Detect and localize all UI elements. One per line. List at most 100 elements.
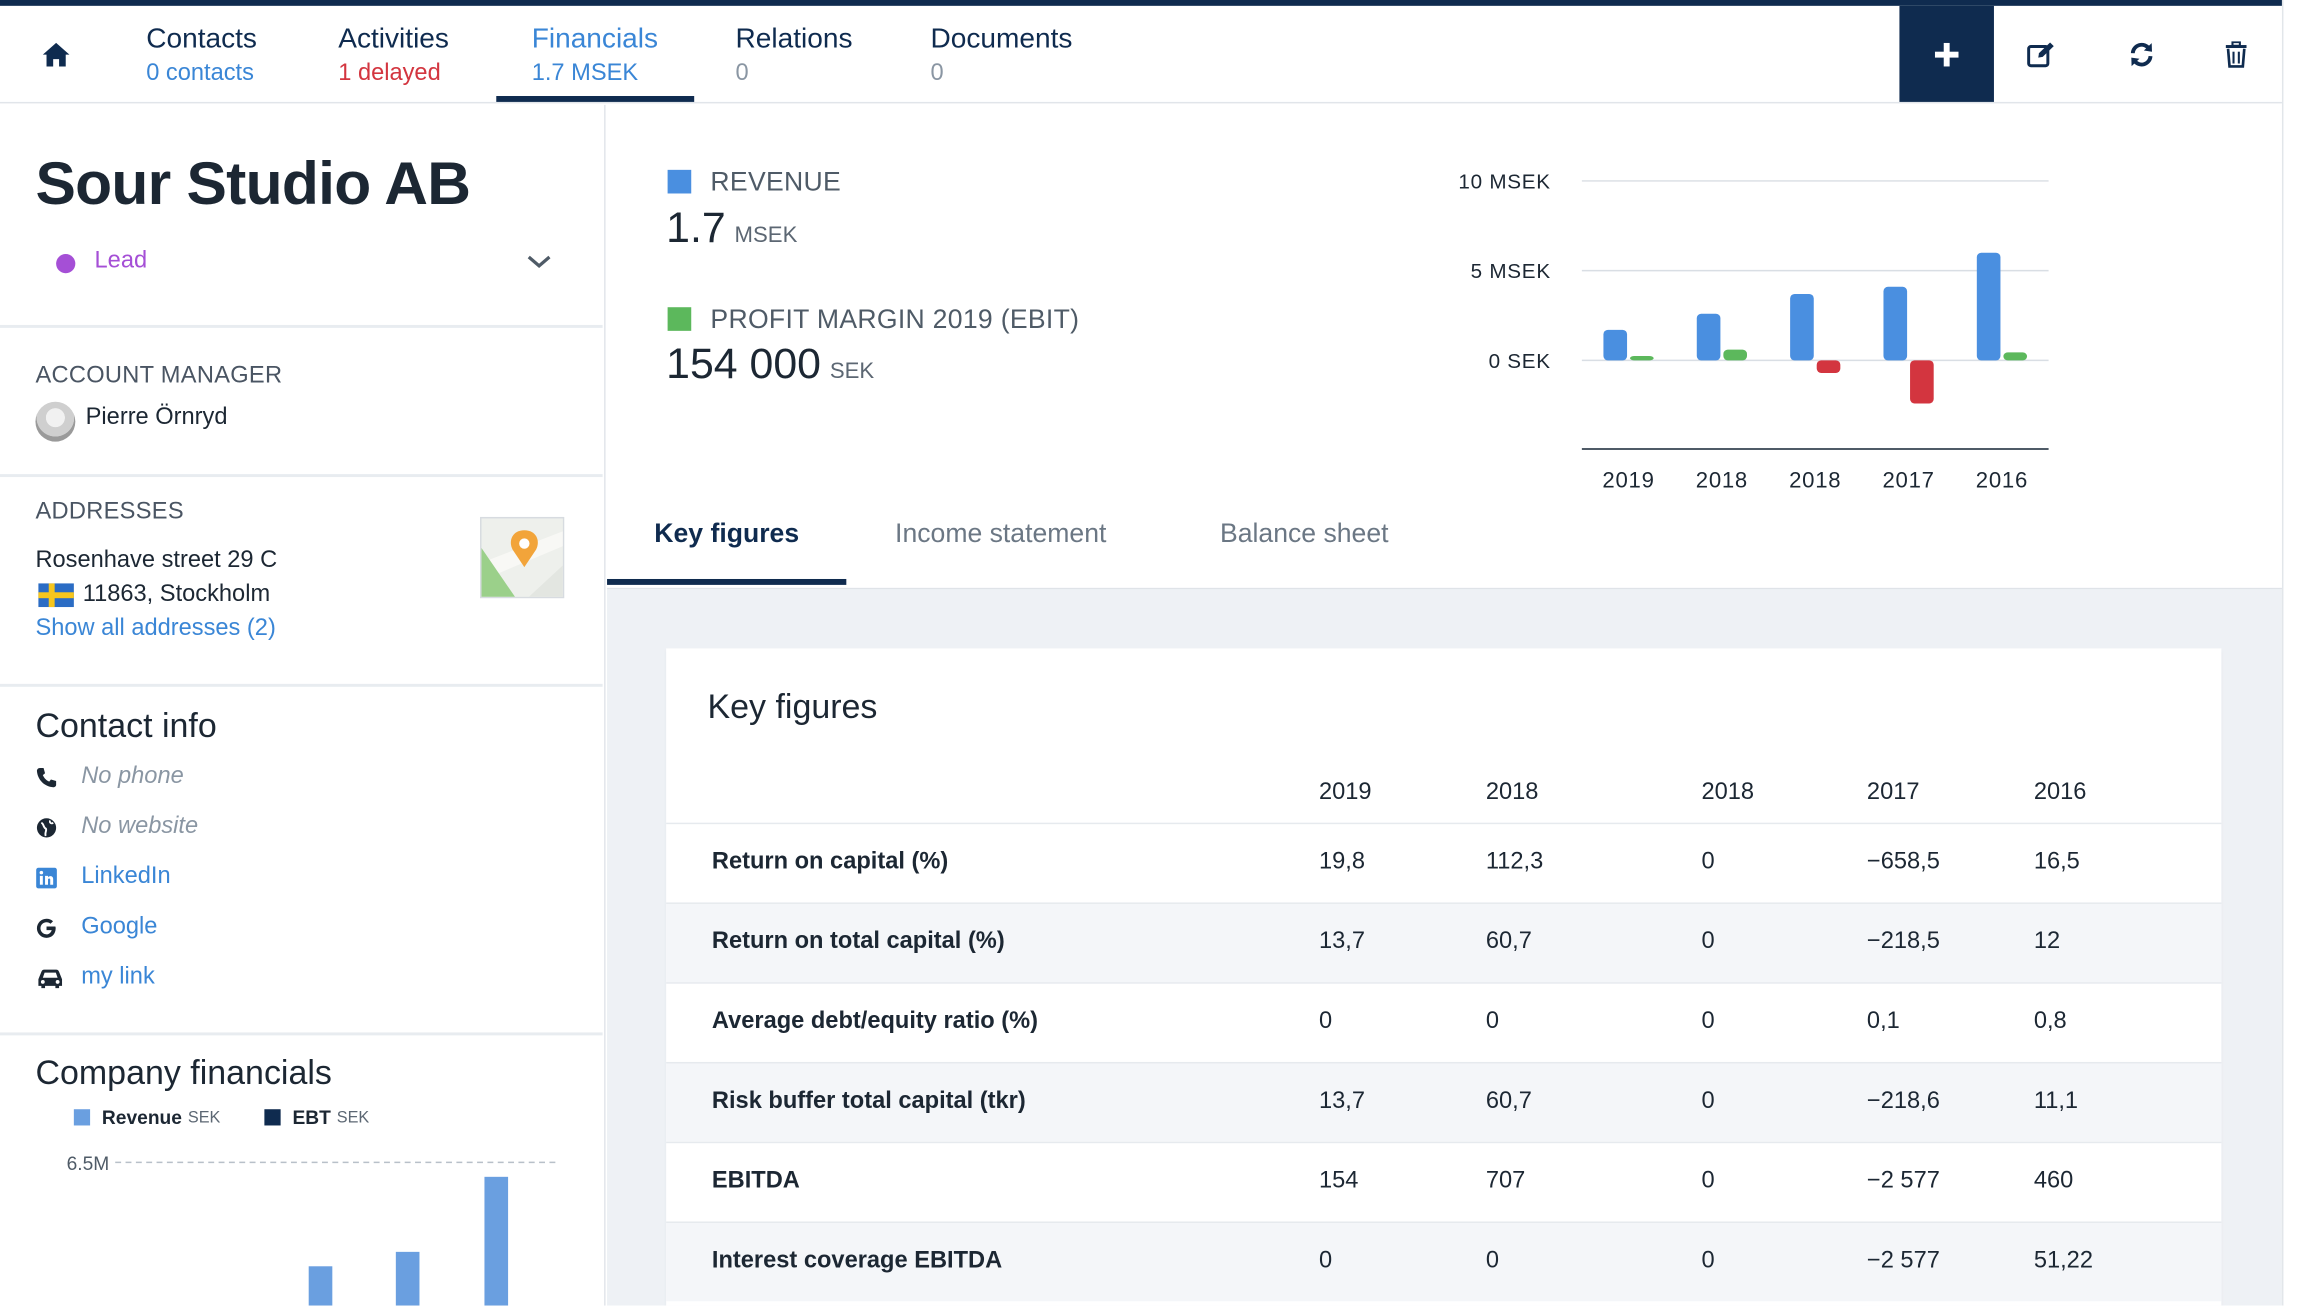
row-label: Return on capital (%): [711, 849, 949, 875]
sweden-flag-icon: [38, 583, 74, 608]
addresses-section: ADDRESSES: [0, 477, 603, 687]
tab-documents-count: 0: [930, 60, 944, 86]
phone-icon: [36, 767, 57, 787]
table-cell: −2 577: [1866, 1168, 1940, 1194]
status-label: Lead: [94, 248, 148, 274]
tab-contacts-count: 0 contacts: [146, 60, 254, 86]
map-thumbnail[interactable]: [480, 516, 565, 599]
revenue-bar: [1883, 286, 1908, 361]
show-all-addresses-link[interactable]: Show all addresses (2): [35, 615, 276, 642]
column-header: 2016: [2033, 779, 2087, 805]
scrollbar-track[interactable]: [2281, 0, 2316, 1306]
row-label: EBITDA: [711, 1168, 800, 1194]
home-icon: [42, 42, 70, 67]
table-row: Return on total capital (%) 13,7 60,7 0 −218…: [666, 902, 2222, 983]
table-cell: 0,8: [2033, 1008, 2067, 1034]
profit-margin-value: 154 000 SEK: [666, 341, 874, 390]
tab-documents[interactable]: Documents 0: [931, 6, 1073, 103]
addresses-label: ADDRESSES: [35, 499, 184, 525]
contact-phone-row: No phone: [35, 761, 184, 793]
edit-button[interactable]: [1994, 6, 2089, 102]
table-cell: 0: [1701, 1008, 1715, 1034]
table-cell: 0: [1701, 929, 1715, 955]
x-tick-label: 2019: [1602, 467, 1654, 492]
contact-phone-text: No phone: [81, 763, 184, 789]
contact-google-row[interactable]: Google: [35, 911, 157, 943]
refresh-button[interactable]: [2094, 6, 2189, 102]
revenue-bar: [484, 1176, 509, 1306]
delete-button[interactable]: [2189, 6, 2284, 102]
profit-margin-unit: SEK: [829, 358, 875, 385]
column-header: 2018: [1485, 779, 1539, 805]
margin-swatch: [667, 307, 692, 331]
tab-financials[interactable]: Financials 1.7 MSEK: [532, 6, 658, 103]
contact-custom-link-row[interactable]: my link: [35, 962, 155, 994]
account-manager-label: ACCOUNT MANAGER: [35, 363, 283, 389]
table-cell: −658,5: [1866, 849, 1940, 875]
company-sidebar: Sour Studio AB Lead ACCOUNT MANAGER Pier…: [0, 104, 606, 1306]
top-navigation-bar: Contacts 0 contacts Activities 1 delayed…: [0, 5, 2284, 104]
legend-ebt-unit: SEK: [336, 1108, 370, 1127]
financial-tab-indicator: [607, 578, 847, 585]
table-cell: 16,5: [2033, 849, 2080, 875]
table-row: Interest coverage EBITDA 0 0 0 −2 577 51,22: [666, 1221, 2222, 1302]
plus-icon: [1934, 42, 1959, 66]
x-tick-label: 2017: [1882, 467, 1934, 492]
profit-bar: [1723, 349, 1747, 361]
contact-google-link[interactable]: Google: [81, 914, 158, 940]
table-cell: 154: [1318, 1168, 1359, 1194]
profit-margin-label: PROFIT MARGIN 2019 (EBIT): [710, 304, 1080, 334]
company-name: Sour Studio AB: [35, 149, 471, 218]
table-cell: 0: [1485, 1008, 1500, 1034]
chevron-down-icon[interactable]: [524, 250, 554, 274]
table-cell: 11,1: [2033, 1088, 2079, 1114]
y-tick-label: 5 MSEK: [1471, 260, 1551, 283]
column-header: 2017: [1866, 779, 1920, 805]
table-row: Risk buffer total capital (tkr) 13,7 60,7 0…: [666, 1061, 2222, 1142]
address-city: 11863, Stockholm: [82, 581, 271, 608]
revenue-bar: [1790, 293, 1814, 361]
y-tick-label: 10 MSEK: [1458, 170, 1550, 193]
contact-my-link[interactable]: my link: [81, 964, 155, 990]
contact-linkedin-link[interactable]: LinkedIn: [81, 864, 171, 890]
edit-icon: [2027, 41, 2054, 67]
table-cell: 13,7: [1318, 1088, 1365, 1114]
contact-linkedin-row[interactable]: LinkedIn: [35, 861, 171, 893]
address-street: Rosenhave street 29 C: [35, 547, 278, 574]
tab-income-statement[interactable]: Income statement: [895, 518, 1107, 548]
tab-relations[interactable]: Relations 0: [736, 6, 853, 103]
legend-ebt: EBT SEK: [264, 1106, 369, 1128]
top-accent-line: [0, 0, 2282, 6]
table-row: EBITDA 154 707 0 −2 577 460: [666, 1141, 2222, 1222]
tab-relations-label: Relations: [735, 23, 853, 55]
avatar[interactable]: [35, 401, 76, 442]
status-dot: [56, 254, 76, 274]
revenue-profit-chart: 10 MSEK 5 MSEK 0 SEK 2019 2018 2018 2017 2016: [1458, 170, 2049, 492]
account-manager-section: ACCOUNT MANAGER: [0, 328, 603, 478]
tab-activities[interactable]: Activities 1 delayed: [338, 6, 449, 103]
x-tick-label: 2018: [1789, 467, 1841, 492]
revenue-bar: [1696, 313, 1721, 361]
map-pin-icon: [481, 518, 563, 597]
tab-key-figures[interactable]: Key figures: [654, 518, 800, 548]
linkedin-icon: [36, 866, 57, 888]
account-manager-name[interactable]: Pierre Örnryd: [85, 404, 228, 430]
table-cell: 19,8: [1318, 849, 1365, 875]
tab-balance-sheet[interactable]: Balance sheet: [1220, 518, 1389, 548]
table-cell: −2 577: [1866, 1248, 1940, 1274]
column-header: 2018: [1701, 779, 1755, 805]
home-button[interactable]: [32, 35, 79, 73]
revenue-bar: [395, 1251, 420, 1306]
profit-margin-amount: 154 000: [666, 341, 821, 389]
x-tick-label: 2018: [1696, 467, 1748, 492]
active-tab-indicator: [496, 96, 695, 102]
table-cell: −218,5: [1866, 929, 1940, 955]
table-cell: 51,22: [2033, 1248, 2093, 1274]
tab-financials-value: 1.7 MSEK: [531, 60, 639, 86]
revenue-bar: [1603, 329, 1628, 361]
add-button[interactable]: [1899, 5, 1994, 102]
revenue-unit: MSEK: [734, 223, 798, 249]
tab-contacts[interactable]: Contacts 0 contacts: [146, 6, 257, 103]
y-tick-label: 0 SEK: [1489, 350, 1551, 373]
